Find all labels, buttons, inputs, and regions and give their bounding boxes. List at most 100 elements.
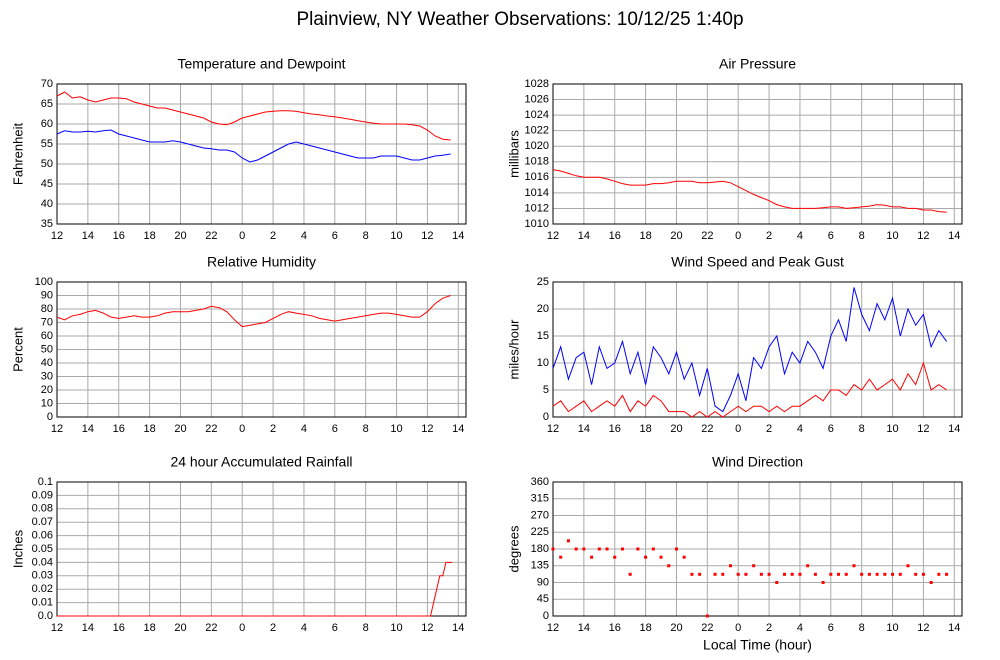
x-tick-label: 8 — [859, 622, 865, 634]
data-point — [860, 572, 864, 576]
y-tick-label: 1024 — [525, 109, 549, 121]
data-point — [844, 572, 848, 576]
x-tick-label: 14 — [452, 622, 464, 634]
y-tick-label: 60 — [41, 330, 53, 342]
x-tick-label: 14 — [82, 622, 94, 634]
y-tick-label: 1012 — [525, 202, 549, 214]
x-tick-label: 6 — [828, 230, 834, 242]
data-point — [837, 572, 841, 576]
x-tick-label: 20 — [174, 230, 186, 242]
y-tick-label: 20 — [537, 303, 549, 315]
data-point — [829, 572, 833, 576]
x-tick-label: 8 — [363, 423, 369, 435]
x-tick-label: 20 — [670, 230, 682, 242]
x-tick-label: 14 — [452, 230, 464, 242]
x-tick-label: 22 — [701, 230, 713, 242]
y-tick-label: 1010 — [525, 218, 549, 230]
y-axis-label: Inches — [10, 529, 25, 568]
data-point — [736, 572, 740, 576]
y-tick-label: 65 — [41, 98, 53, 110]
x-tick-label: 4 — [301, 622, 307, 634]
y-tick-label: 90 — [41, 289, 53, 301]
plot-frame — [552, 281, 963, 418]
data-point — [945, 572, 949, 576]
data-point — [659, 555, 663, 559]
x-tick-label: 2 — [270, 622, 276, 634]
y-tick-label: 0.07 — [32, 516, 53, 528]
data-point — [744, 572, 748, 576]
x-tick-label: 2 — [766, 622, 772, 634]
data-point — [674, 547, 678, 551]
x-tick-label: 2 — [270, 423, 276, 435]
y-axis-label: millibars — [506, 130, 521, 178]
plot-frame — [56, 281, 467, 418]
data-point — [806, 564, 810, 568]
x-tick-label: 6 — [332, 622, 338, 634]
data-point — [559, 555, 563, 559]
x-tick-label: 20 — [670, 622, 682, 634]
y-axis-label: degrees — [506, 525, 521, 572]
x-tick-label: 18 — [143, 423, 155, 435]
y-tick-label: 20 — [41, 384, 53, 396]
data-line — [552, 287, 948, 413]
x-tick-label: 4 — [301, 230, 307, 242]
y-tick-label: 0.02 — [32, 583, 53, 595]
x-tick-label: 14 — [578, 423, 590, 435]
x-tick-label: 10 — [886, 230, 898, 242]
y-tick-label: 1014 — [525, 187, 549, 199]
y-tick-label: 5 — [543, 384, 549, 396]
data-line — [552, 169, 947, 213]
x-tick-label: 14 — [948, 622, 960, 634]
x-tick-label: 8 — [859, 230, 865, 242]
y-tick-label: 1018 — [525, 156, 549, 168]
y-tick-label: 35 — [41, 218, 53, 230]
y-tick-label: 45 — [41, 178, 53, 190]
data-point — [698, 572, 702, 576]
page-title: Plainview, NY Weather Observations: 10/1… — [296, 9, 743, 30]
x-tick-label: 12 — [547, 230, 559, 242]
x-tick-label: 12 — [547, 622, 559, 634]
x-tick-label: 6 — [332, 230, 338, 242]
data-point — [875, 572, 879, 576]
x-tick-label: 8 — [859, 423, 865, 435]
y-axis-label: Fahrenheit — [10, 123, 25, 186]
y-tick-label: 0.1 — [38, 476, 53, 488]
x-tick-label: 12 — [421, 230, 433, 242]
x-tick-label: 18 — [639, 423, 651, 435]
chart-title: Air Pressure — [719, 56, 796, 72]
y-tick-label: 55 — [41, 138, 53, 150]
plot-area — [57, 84, 466, 224]
x-tick-label: 16 — [609, 423, 621, 435]
y-tick-label: 50 — [41, 343, 53, 355]
data-point — [852, 564, 856, 568]
y-tick-label: 360 — [531, 476, 549, 488]
x-tick-label: 12 — [51, 423, 63, 435]
data-point — [767, 572, 771, 576]
x-tick-label: 8 — [363, 230, 369, 242]
x-tick-label: 18 — [639, 622, 651, 634]
data-point — [921, 572, 925, 576]
y-tick-label: 0 — [47, 411, 53, 423]
x-tick-label: 16 — [113, 230, 125, 242]
data-point — [721, 572, 725, 576]
x-tick-label: 12 — [51, 622, 63, 634]
y-tick-label: 50 — [41, 158, 53, 170]
x-tick-label: 22 — [701, 423, 713, 435]
data-line — [57, 561, 453, 617]
data-point — [682, 555, 686, 559]
data-point — [867, 572, 871, 576]
x-tick-label: 2 — [270, 230, 276, 242]
data-line — [56, 129, 451, 163]
y-tick-label: 90 — [537, 576, 549, 588]
data-point — [651, 547, 655, 551]
data-point — [821, 581, 825, 584]
data-point — [906, 564, 910, 568]
x-tick-label: 16 — [609, 622, 621, 634]
y-tick-label: 45 — [537, 593, 549, 605]
y-tick-label: 1022 — [525, 125, 549, 137]
x-tick-label: 12 — [917, 622, 929, 634]
data-point — [798, 572, 802, 576]
x-tick-label: 22 — [205, 230, 217, 242]
y-tick-label: 0.03 — [32, 570, 53, 582]
y-tick-label: 70 — [41, 316, 53, 328]
